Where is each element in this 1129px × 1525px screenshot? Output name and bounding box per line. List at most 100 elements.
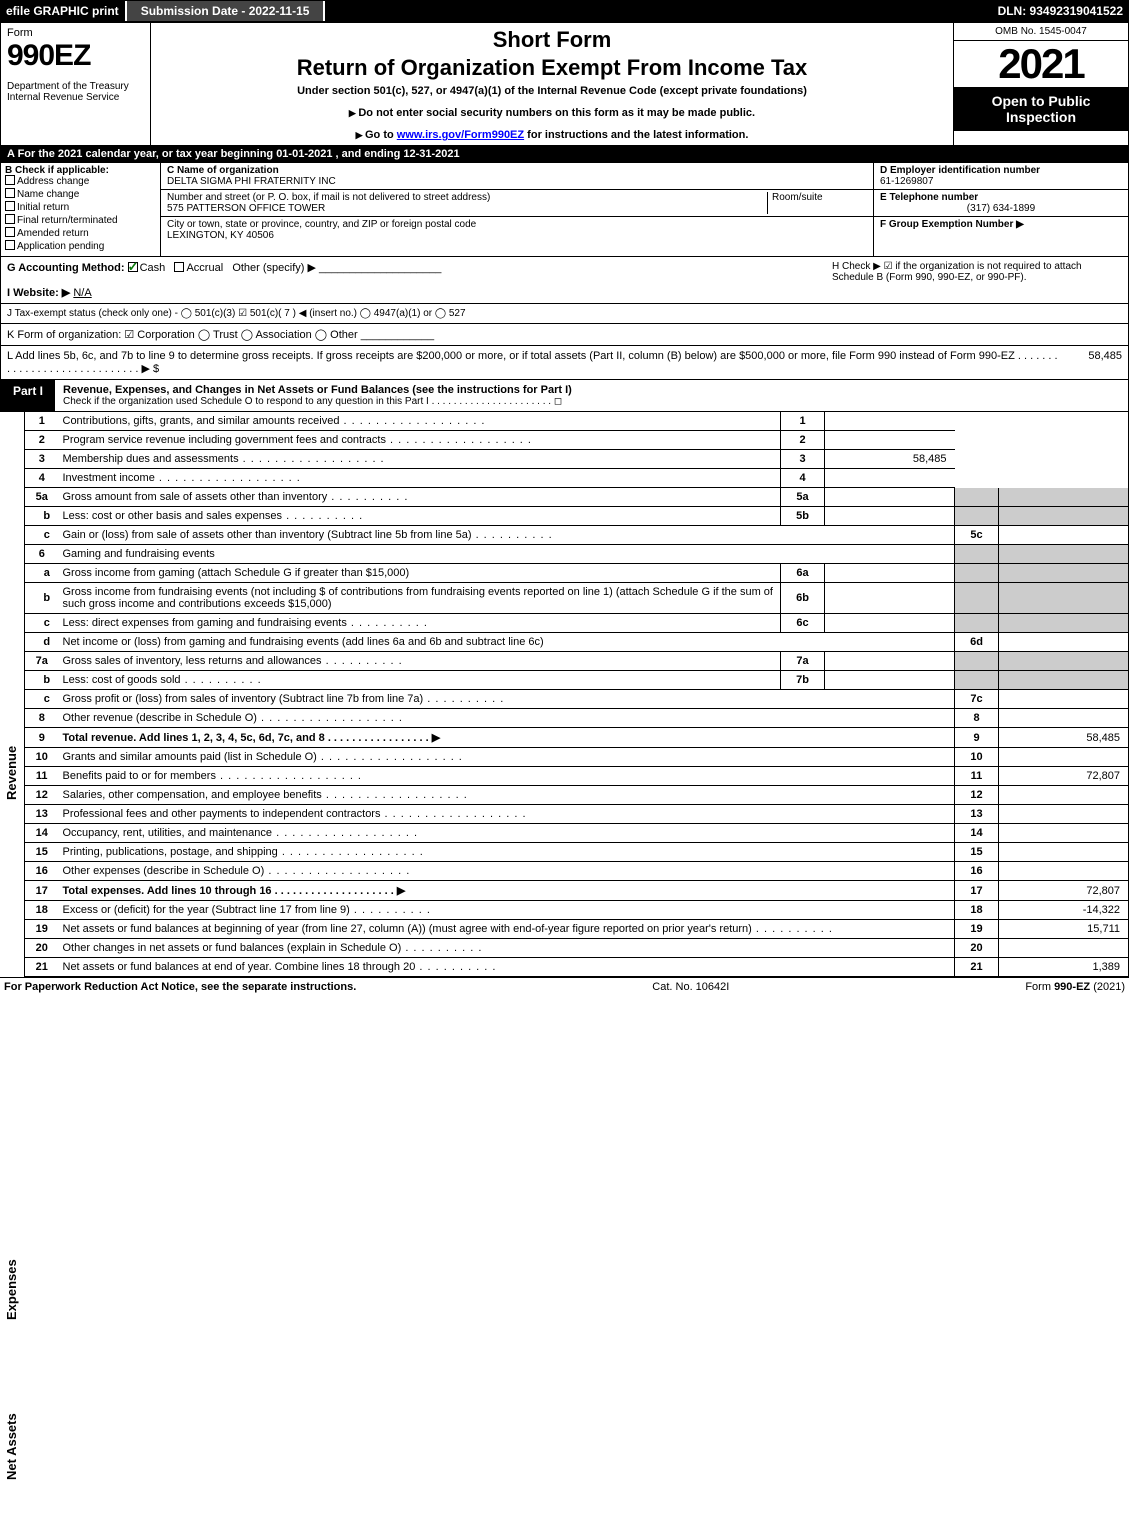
side-expenses: Expenses bbox=[4, 1240, 19, 1320]
chk-amended[interactable] bbox=[5, 227, 15, 237]
line-7a: 7aGross sales of inventory, less returns… bbox=[25, 652, 1129, 671]
line-6c: cLess: direct expenses from gaming and f… bbox=[25, 614, 1129, 633]
row-l-text: L Add lines 5b, 6c, and 7b to line 9 to … bbox=[7, 350, 1062, 375]
open-to-public: Open to Public Inspection bbox=[954, 87, 1128, 131]
chk-final[interactable] bbox=[5, 214, 15, 224]
omb-number: OMB No. 1545-0047 bbox=[954, 23, 1128, 41]
opt-address: Address change bbox=[17, 176, 89, 187]
line-7b: bLess: cost of goods sold7b bbox=[25, 671, 1129, 690]
under-section: Under section 501(c), 527, or 4947(a)(1)… bbox=[159, 85, 945, 97]
website: N/A bbox=[73, 287, 91, 299]
line-19: 19Net assets or fund balances at beginni… bbox=[25, 920, 1129, 939]
row-l-value: 58,485 bbox=[1062, 350, 1122, 375]
street: 575 PATTERSON OFFICE TOWER bbox=[167, 203, 325, 214]
line-a: A For the 2021 calendar year, or tax yea… bbox=[0, 146, 1129, 163]
part-title: Revenue, Expenses, and Changes in Net As… bbox=[63, 384, 572, 396]
part-sub: Check if the organization used Schedule … bbox=[63, 396, 1120, 407]
line-11: 11Benefits paid to or for members1172,80… bbox=[25, 767, 1129, 786]
side-net-assets: Net Assets bbox=[4, 1400, 19, 1480]
form-header: Form 990EZ Department of the Treasury In… bbox=[0, 22, 1129, 146]
line-6b: bGross income from fundraising events (n… bbox=[25, 583, 1129, 614]
line-9: 9Total revenue. Add lines 1, 2, 3, 4, 5c… bbox=[25, 728, 1129, 748]
line-14: 14Occupancy, rent, utilities, and mainte… bbox=[25, 824, 1129, 843]
h-text: H Check ▶ ☑ if the organization is not r… bbox=[832, 261, 1122, 299]
line-2: 2Program service revenue including gover… bbox=[25, 431, 1129, 450]
line-8: 8Other revenue (describe in Schedule O)8 bbox=[25, 709, 1129, 728]
form-number: 990EZ bbox=[7, 39, 144, 73]
page-footer: For Paperwork Reduction Act Notice, see … bbox=[0, 977, 1129, 996]
chk-cash[interactable] bbox=[128, 262, 138, 272]
line-7c: cGross profit or (loss) from sales of in… bbox=[25, 690, 1129, 709]
line-15: 15Printing, publications, postage, and s… bbox=[25, 843, 1129, 862]
arrow2-prefix: Go to bbox=[356, 129, 397, 141]
instruction-2: Go to www.irs.gov/Form990EZ for instruct… bbox=[159, 129, 945, 141]
other-label: Other (specify) ▶ ____________________ bbox=[232, 262, 441, 274]
line-13: 13Professional fees and other payments t… bbox=[25, 805, 1129, 824]
b-label: B Check if applicable: bbox=[5, 165, 156, 176]
row-l: L Add lines 5b, 6c, and 7b to line 9 to … bbox=[0, 346, 1129, 380]
city: LEXINGTON, KY 40506 bbox=[167, 230, 274, 241]
form-label: Form bbox=[7, 27, 144, 39]
c-label: C Name of organization bbox=[167, 165, 279, 176]
footer-right: Form 990-EZ (2021) bbox=[1025, 981, 1125, 993]
chk-initial[interactable] bbox=[5, 201, 15, 211]
room-label: Room/suite bbox=[772, 192, 823, 203]
line-21: 21Net assets or fund balances at end of … bbox=[25, 958, 1129, 977]
side-revenue: Revenue bbox=[4, 680, 19, 800]
opt-name: Name change bbox=[17, 189, 79, 200]
line-10: 10Grants and similar amounts paid (list … bbox=[25, 748, 1129, 767]
chk-name[interactable] bbox=[5, 188, 15, 198]
topbar: efile GRAPHIC print Submission Date - 20… bbox=[0, 0, 1129, 22]
phone: (317) 634-1899 bbox=[880, 203, 1122, 214]
ein: 61-1269807 bbox=[880, 176, 933, 187]
cash-label: Cash bbox=[140, 262, 166, 274]
submission-date: Submission Date - 2022-11-15 bbox=[125, 1, 326, 21]
form-title: Return of Organization Exempt From Incom… bbox=[159, 55, 945, 81]
short-form-title: Short Form bbox=[159, 27, 945, 53]
accrual-label: Accrual bbox=[186, 262, 223, 274]
line-9-desc: Total revenue. Add lines 1, 2, 3, 4, 5c,… bbox=[63, 732, 441, 744]
f-label: F Group Exemption Number ▶ bbox=[880, 219, 1024, 230]
footer-left: For Paperwork Reduction Act Notice, see … bbox=[4, 981, 356, 993]
opt-amended: Amended return bbox=[17, 228, 89, 239]
line-17: 17Total expenses. Add lines 10 through 1… bbox=[25, 881, 1129, 901]
part-tag: Part I bbox=[1, 380, 55, 411]
line-5a: 5aGross amount from sale of assets other… bbox=[25, 488, 1129, 507]
part-1-header: Part I Revenue, Expenses, and Changes in… bbox=[0, 380, 1129, 412]
line-12: 12Salaries, other compensation, and empl… bbox=[25, 786, 1129, 805]
row-k: K Form of organization: ☑ Corporation ◯ … bbox=[0, 324, 1129, 346]
line-6d: dNet income or (loss) from gaming and fu… bbox=[25, 633, 1129, 652]
org-name: DELTA SIGMA PHI FRATERNITY INC bbox=[167, 176, 336, 187]
opt-final: Final return/terminated bbox=[17, 215, 118, 226]
row-g-h: G Accounting Method: Cash Accrual Other … bbox=[0, 257, 1129, 304]
d-label: D Employer identification number bbox=[880, 165, 1040, 176]
header-block-bcdef: B Check if applicable: Address change Na… bbox=[0, 163, 1129, 257]
dept-label: Department of the Treasury Internal Reve… bbox=[7, 81, 144, 103]
line-20: 20Other changes in net assets or fund ba… bbox=[25, 939, 1129, 958]
line-5b: bLess: cost or other basis and sales exp… bbox=[25, 507, 1129, 526]
line-3: 3Membership dues and assessments358,485 bbox=[25, 450, 1129, 469]
street-label: Number and street (or P. O. box, if mail… bbox=[167, 192, 490, 203]
dln: DLN: 93492319041522 bbox=[992, 4, 1129, 18]
tax-year: 2021 bbox=[954, 41, 1128, 85]
irs-link[interactable]: www.irs.gov/Form990EZ bbox=[397, 129, 524, 141]
opt-initial: Initial return bbox=[17, 202, 69, 213]
i-label: I Website: ▶ bbox=[7, 287, 70, 299]
line-6: 6Gaming and fundraising events bbox=[25, 545, 1129, 564]
chk-pending[interactable] bbox=[5, 240, 15, 250]
line-17-desc: Total expenses. Add lines 10 through 16 … bbox=[63, 885, 406, 897]
line-4: 4Investment income4 bbox=[25, 469, 1129, 488]
g-label: G Accounting Method: bbox=[7, 262, 125, 274]
line-5c: cGain or (loss) from sale of assets othe… bbox=[25, 526, 1129, 545]
chk-accrual[interactable] bbox=[174, 262, 184, 272]
e-label: E Telephone number bbox=[880, 192, 978, 203]
line-18: 18Excess or (deficit) for the year (Subt… bbox=[25, 901, 1129, 920]
chk-address[interactable] bbox=[5, 175, 15, 185]
lines-table: 1Contributions, gifts, grants, and simil… bbox=[24, 412, 1129, 977]
line-1: 1Contributions, gifts, grants, and simil… bbox=[25, 412, 1129, 431]
efile-label: efile GRAPHIC print bbox=[0, 4, 125, 18]
instruction-1: Do not enter social security numbers on … bbox=[159, 107, 945, 119]
city-label: City or town, state or province, country… bbox=[167, 219, 476, 230]
arrow2-suffix: for instructions and the latest informat… bbox=[524, 129, 748, 141]
line-6a: aGross income from gaming (attach Schedu… bbox=[25, 564, 1129, 583]
